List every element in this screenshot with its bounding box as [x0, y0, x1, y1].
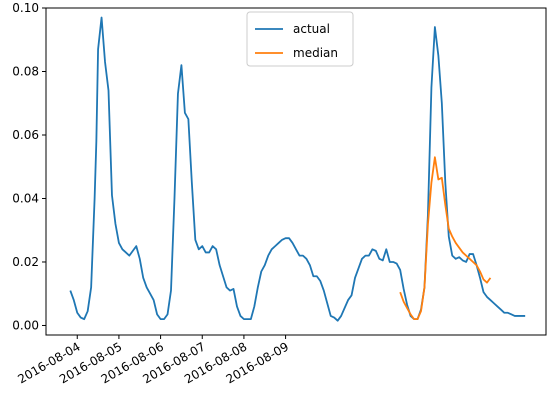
y-tick-label: 0.10: [12, 1, 39, 15]
legend[interactable]: actual median: [246, 11, 354, 67]
legend-label-actual: actual: [293, 22, 330, 36]
series-line-median: [399, 156, 492, 321]
y-tick-label: 0.04: [12, 191, 39, 205]
y-tick-label: 0.00: [12, 318, 39, 332]
y-axis: 0.00 0.02 0.04 0.06 0.08 0.10: [12, 1, 46, 332]
y-tick-label: 0.02: [12, 255, 39, 269]
axes-frame: [45, 7, 547, 336]
y-tick-label: 0.08: [12, 64, 39, 78]
series-line-actual: [69, 16, 526, 322]
y-tick-label: 0.06: [12, 128, 39, 142]
legend-label-median: median: [293, 46, 338, 60]
plot-area: [69, 16, 526, 322]
